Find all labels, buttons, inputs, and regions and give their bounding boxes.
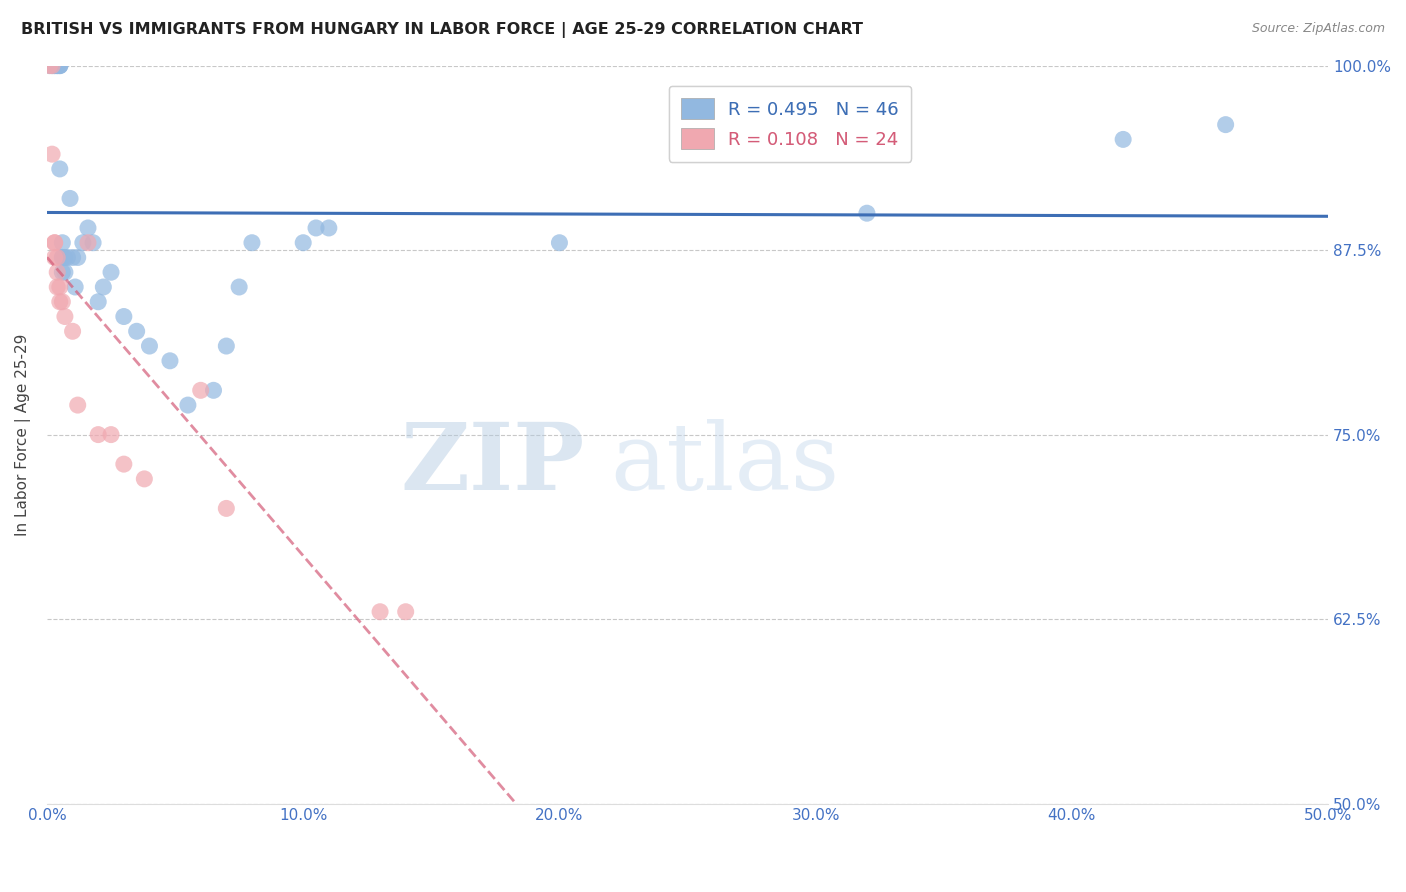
Point xyxy=(318,221,340,235)
Point xyxy=(46,59,69,73)
Point xyxy=(41,59,63,73)
Point xyxy=(1215,118,1237,132)
Point xyxy=(44,251,66,265)
Legend: R = 0.495   N = 46, R = 0.108   N = 24: R = 0.495 N = 46, R = 0.108 N = 24 xyxy=(669,86,911,161)
Point xyxy=(77,221,100,235)
Y-axis label: In Labor Force | Age 25-29: In Labor Force | Age 25-29 xyxy=(15,334,31,536)
Point xyxy=(1112,132,1135,146)
Point xyxy=(138,339,160,353)
Point xyxy=(49,59,72,73)
Point xyxy=(46,265,69,279)
Point xyxy=(49,161,72,176)
Point xyxy=(215,339,238,353)
Point xyxy=(49,294,72,309)
Point xyxy=(87,294,110,309)
Text: Source: ZipAtlas.com: Source: ZipAtlas.com xyxy=(1251,22,1385,36)
Point xyxy=(51,251,73,265)
Point xyxy=(240,235,263,250)
Point xyxy=(100,265,122,279)
Point xyxy=(62,324,84,338)
Point xyxy=(59,191,82,205)
Point xyxy=(125,324,148,338)
Point xyxy=(134,472,156,486)
Point xyxy=(62,251,84,265)
Text: ZIP: ZIP xyxy=(401,419,585,509)
Point xyxy=(215,501,238,516)
Point xyxy=(51,294,73,309)
Point xyxy=(202,384,225,398)
Point xyxy=(51,235,73,250)
Point xyxy=(100,427,122,442)
Point xyxy=(368,605,391,619)
Point xyxy=(856,206,879,220)
Point xyxy=(292,235,315,250)
Point xyxy=(44,59,66,73)
Point xyxy=(177,398,200,412)
Point xyxy=(41,59,63,73)
Point xyxy=(46,251,69,265)
Text: BRITISH VS IMMIGRANTS FROM HUNGARY IN LABOR FORCE | AGE 25-29 CORRELATION CHART: BRITISH VS IMMIGRANTS FROM HUNGARY IN LA… xyxy=(21,22,863,38)
Point xyxy=(46,280,69,294)
Point xyxy=(87,427,110,442)
Point xyxy=(44,59,66,73)
Point xyxy=(66,398,89,412)
Point xyxy=(49,280,72,294)
Text: atlas: atlas xyxy=(610,419,839,509)
Point xyxy=(93,280,115,294)
Point xyxy=(66,251,89,265)
Point xyxy=(190,384,212,398)
Point xyxy=(305,221,328,235)
Point xyxy=(46,59,69,73)
Point xyxy=(395,605,418,619)
Point xyxy=(46,59,69,73)
Point xyxy=(82,235,104,250)
Point xyxy=(51,251,73,265)
Point xyxy=(44,59,66,73)
Point xyxy=(53,310,76,324)
Point xyxy=(44,235,66,250)
Point xyxy=(49,59,72,73)
Point xyxy=(63,280,86,294)
Point xyxy=(38,59,60,73)
Point xyxy=(53,251,76,265)
Point xyxy=(56,251,79,265)
Point xyxy=(112,310,135,324)
Point xyxy=(548,235,571,250)
Point xyxy=(51,265,73,279)
Point xyxy=(228,280,250,294)
Point xyxy=(44,235,66,250)
Point xyxy=(38,59,60,73)
Point xyxy=(53,265,76,279)
Point xyxy=(112,457,135,471)
Point xyxy=(77,235,100,250)
Point xyxy=(41,147,63,161)
Point xyxy=(41,59,63,73)
Point xyxy=(49,59,72,73)
Point xyxy=(72,235,94,250)
Point xyxy=(159,353,181,368)
